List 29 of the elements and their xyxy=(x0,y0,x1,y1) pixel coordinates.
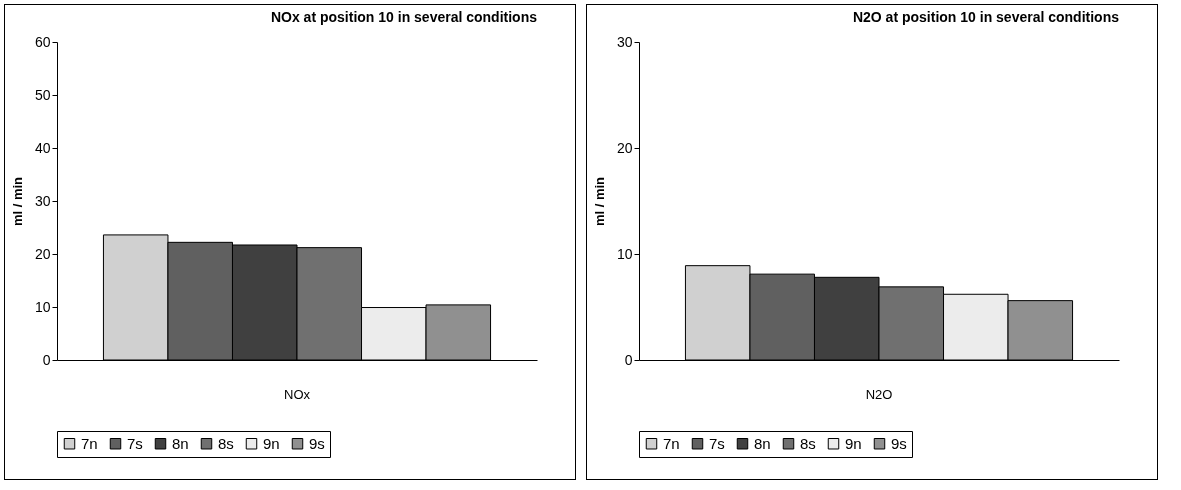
y-tick-label: 0 xyxy=(42,351,51,368)
y-tick-label: 30 xyxy=(616,33,633,50)
legend-label: 7n xyxy=(81,434,98,452)
x-tick-label: N2O xyxy=(865,386,893,402)
y-tick-label: 10 xyxy=(616,245,633,262)
y-tick-label: 50 xyxy=(34,86,51,103)
y-axis-title: ml / min xyxy=(591,176,607,227)
y-tick-label: 0 xyxy=(624,351,633,368)
legend-label: 8n xyxy=(172,434,189,452)
legend-label: 9n xyxy=(845,434,862,452)
y-axis-title: ml / min xyxy=(9,176,25,227)
y-tick-label: 20 xyxy=(616,139,633,156)
y-tick-label: 40 xyxy=(34,139,51,156)
legend-label: 9n xyxy=(263,434,280,452)
y-tick-label: 20 xyxy=(34,245,51,262)
legend-label: 7s xyxy=(709,434,725,452)
legend-label: 8s xyxy=(800,434,816,452)
chart-title: N2O at position 10 in several conditions xyxy=(852,9,1120,25)
y-tick-label: 10 xyxy=(34,298,51,315)
legend-label: 7s xyxy=(127,434,143,452)
legend-label: 7n xyxy=(663,434,680,452)
legend-label: 8n xyxy=(754,434,771,452)
chart-title: NOx at position 10 in several conditions xyxy=(270,9,538,25)
legend-label: 8s xyxy=(218,434,234,452)
y-tick-label: 30 xyxy=(34,192,51,209)
y-tick-label: 60 xyxy=(34,33,51,50)
legend-label: 9s xyxy=(891,434,907,452)
x-tick-label: NOx xyxy=(284,386,311,402)
legend-label: 9s xyxy=(309,434,325,452)
